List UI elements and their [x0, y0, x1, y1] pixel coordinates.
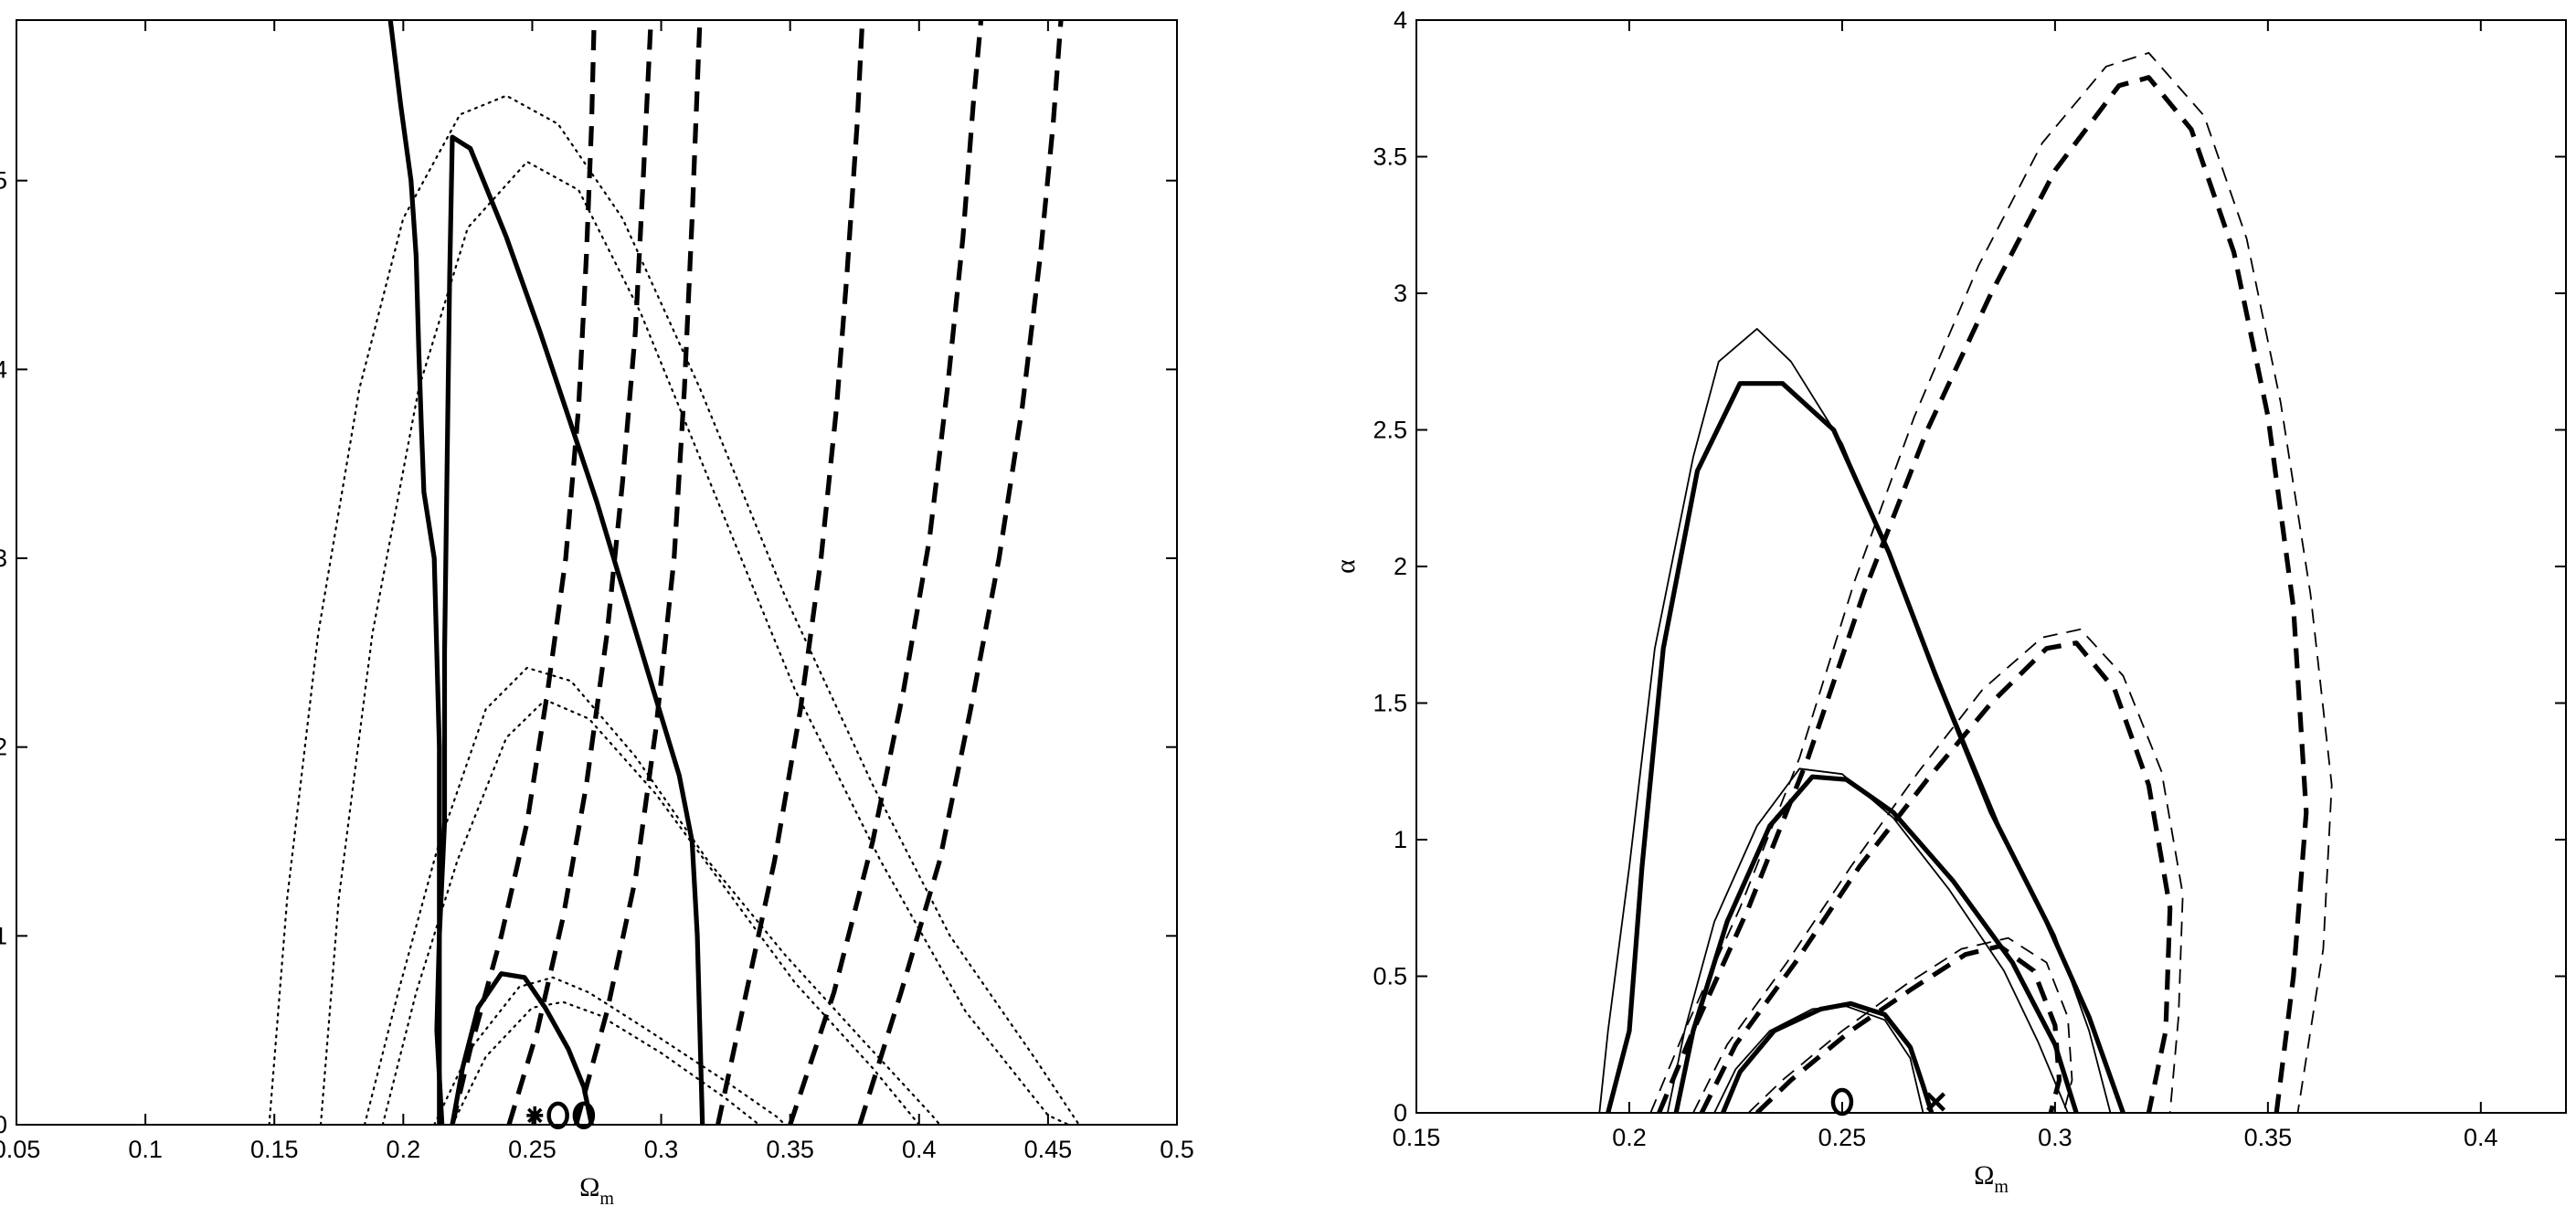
contour-dashed-thick-5 [573, 20, 703, 1125]
contour-dashed-thick-9 [1699, 640, 2173, 1113]
y-tick-label: 0.5 [1373, 963, 1407, 990]
marker-cross-1 [1925, 1092, 1946, 1112]
x-axis-label-subscript: m [1994, 1177, 2009, 1197]
x-tick-label: 0.2 [387, 1136, 421, 1163]
contour-dotted-13 [433, 976, 787, 1125]
y-tick-label: 3.5 [1373, 143, 1407, 171]
marker-circle-0 [1830, 1087, 1854, 1116]
marker-circle-2 [572, 1101, 596, 1130]
x-tick-label: 0.2 [1612, 1124, 1647, 1151]
contour-dashed-thick-4 [506, 20, 653, 1125]
contour-solid-thick-1 [1606, 381, 2125, 1113]
y-axis-label: α [1330, 559, 1361, 574]
x-tick-label: 0.15 [250, 1136, 299, 1163]
x-tick-label: 0.3 [2038, 1124, 2072, 1151]
y-tick-label: 3 [0, 545, 7, 572]
contour-dashed-thick-7 [788, 20, 984, 1125]
y-tick-label: 0 [1394, 1099, 1407, 1127]
x-tick-label: 0.3 [644, 1136, 679, 1163]
x-tick-label: 0.1 [128, 1136, 163, 1163]
x-axis-label: Ωm [579, 1172, 614, 1209]
y-tick-label: 4 [0, 355, 7, 383]
series-group [268, 20, 1080, 1125]
contour-dashed-thick-6 [716, 20, 865, 1125]
contour-dashed-thin-8 [1692, 628, 2184, 1113]
contour-dashed-thick-3 [450, 20, 597, 1125]
contour-solid-thick-2 [450, 971, 594, 1125]
x-tick-label: 0.05 [0, 1136, 40, 1163]
right-panel: 0.15 0.2 0.25 0.3 0.35 0.4 0 0.5 1 1.5 2 2.5 3 3.5 4 Ωm… [1330, 6, 2567, 1197]
contour-dashed-thin-10 [1747, 937, 2073, 1113]
contour-dashed-thick-7 [1657, 75, 2309, 1113]
contour-dashed-thick-11 [1754, 944, 2062, 1113]
y-tick-label: 3 [1394, 280, 1407, 307]
y-tick-label: 0 [0, 1111, 7, 1138]
x-axis-label-subscript: m [599, 1189, 614, 1209]
x-tick-label: 0.4 [2464, 1124, 2498, 1151]
x-tick-label: 0.35 [766, 1136, 814, 1163]
marker-circle-1 [546, 1101, 569, 1130]
y-tick-label: 2 [0, 734, 7, 761]
contour-dotted-11 [363, 666, 941, 1125]
x-tick-label: 0.35 [2244, 1124, 2293, 1151]
x-tick-label: 0.25 [1818, 1124, 1867, 1151]
y-tick-label: 2.5 [1373, 417, 1407, 444]
x-tick-label: 0.4 [902, 1136, 937, 1163]
contour-dotted-9 [268, 94, 1080, 1125]
contour-solid-thick-0 [387, 20, 442, 1125]
contour-dashed-thin-6 [1649, 52, 2333, 1113]
y-tick-label: 2 [1394, 553, 1407, 580]
y-tick-label: 1.5 [1373, 690, 1407, 717]
contour-solid-thin-0 [1598, 328, 2112, 1113]
y-tick-label: 1 [1394, 826, 1407, 853]
series-group [1598, 52, 2333, 1113]
contour-solid-thick-3 [1673, 774, 2079, 1113]
y-tick-label: 4 [1394, 6, 1407, 34]
contour-dotted-14 [451, 1000, 760, 1125]
left-panel: 0.05 0.1 0.15 0.2 0.25 0.3 0.35 0.4 0.45 0.5 0 1 2 3 4… [0, 19, 1194, 1209]
contour-solid-thick-1 [434, 134, 705, 1125]
x-tick-label: 0.15 [1393, 1124, 1441, 1151]
contour-solid-thin-2 [1667, 767, 2069, 1113]
y-tick-label: 5 [0, 167, 7, 195]
x-tick-label: 0.5 [1160, 1136, 1194, 1163]
y-tick-label: 1 [0, 922, 7, 949]
x-tick-label: 0.45 [1024, 1136, 1073, 1163]
contour-dashed-thick-8 [857, 20, 1064, 1125]
axes-frame [16, 19, 1178, 1126]
marker-star-0 [526, 1106, 544, 1125]
contour-dotted-10 [319, 160, 1070, 1125]
x-tick-label: 0.25 [508, 1136, 557, 1163]
contour-solid-thick-5 [1721, 1000, 1935, 1113]
contour-dotted-12 [381, 698, 920, 1125]
x-axis-label: Ωm [1974, 1160, 2009, 1197]
